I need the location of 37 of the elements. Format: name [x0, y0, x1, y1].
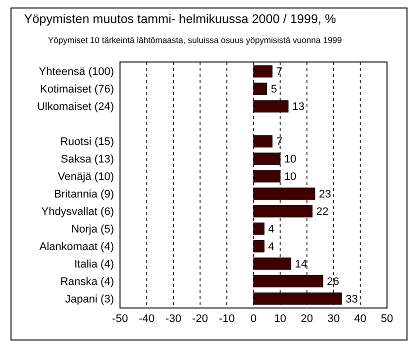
- data-label: 22: [316, 206, 328, 218]
- y-tick-label: Japani (3): [65, 293, 114, 306]
- y-tick-label: Ulkomaiset (24): [36, 101, 114, 114]
- x-tick-label: 30: [327, 313, 340, 325]
- x-tick-label: -10: [218, 313, 235, 325]
- chart-subtitle: Yöpymiset 10 tärkeintä lähtömaasta, suluissa osuus yöpymisistä vuonna 1999: [48, 35, 342, 45]
- y-tick-label: Yhteensä (100): [38, 66, 114, 78]
- y-tick-label: Italia (4): [74, 258, 114, 271]
- y-tick-label: Alankomaat (4): [39, 241, 114, 254]
- y-tick-label: Venäjä (10): [58, 171, 114, 184]
- y-tick-label: Saksa (13): [60, 154, 114, 166]
- data-label: 33: [346, 293, 358, 306]
- x-tick-label: 0: [250, 313, 257, 325]
- y-tick-label: Yhdysvallat (6): [41, 206, 114, 218]
- x-tick-label: 10: [274, 313, 286, 325]
- y-tick-label: Norja (5): [71, 224, 114, 236]
- x-tick-label: 40: [354, 313, 366, 325]
- data-label: 4: [268, 241, 274, 254]
- x-tick-label: -20: [192, 313, 208, 325]
- x-tick-label: 50: [380, 313, 394, 325]
- x-tick-label: -40: [138, 313, 155, 325]
- y-tick-label: Ranska (4): [60, 276, 114, 288]
- data-label: 14: [294, 258, 308, 271]
- y-tick-label: Kotimaiset (76): [40, 84, 114, 96]
- data-label: 26: [326, 276, 340, 288]
- data-label: 13: [292, 101, 304, 114]
- data-label: 10: [284, 171, 296, 184]
- data-label: 5: [270, 84, 277, 96]
- y-tick-label: Ruotsi (15): [60, 136, 114, 148]
- x-tick-label: -50: [112, 313, 128, 325]
- x-tick-label: 20: [300, 313, 314, 325]
- data-label: 10: [284, 154, 296, 166]
- data-label: 4: [268, 224, 274, 236]
- data-label: 23: [318, 188, 332, 201]
- y-tick-label: Britannia (9): [54, 188, 114, 201]
- chart-title: Yöpymisten muutos tammi- helmikuussa 2000 / 1999, %: [24, 12, 336, 26]
- x-tick-label: -30: [165, 313, 182, 325]
